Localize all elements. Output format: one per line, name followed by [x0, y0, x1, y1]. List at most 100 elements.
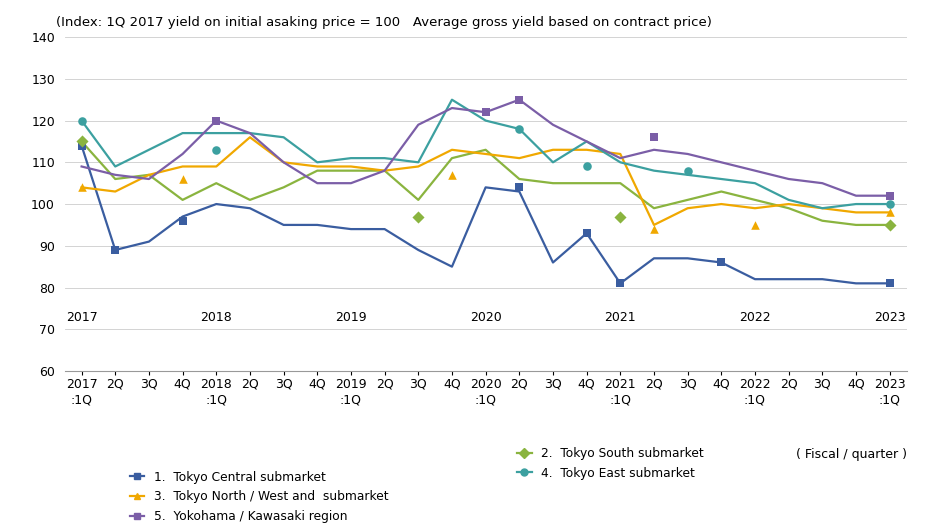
2.  Tokyo South submarket: [211, 180, 222, 187]
2.  Tokyo South submarket: [884, 222, 895, 228]
2.  Tokyo South submarket: [648, 205, 660, 211]
1.  Tokyo Central submarket: [244, 205, 255, 211]
3.  Tokyo North / West and  submarket: [345, 163, 356, 170]
4.  Tokyo East submarket: [143, 147, 154, 153]
3.  Tokyo North / West and  submarket: [749, 205, 760, 211]
Text: 2021: 2021: [605, 311, 636, 324]
1.  Tokyo Central submarket: [76, 143, 87, 149]
1.  Tokyo Central submarket: [413, 247, 424, 253]
Point: [647, 225, 661, 233]
5.  Yokohama / Kawasaki region: [447, 105, 458, 111]
Line: 4.  Tokyo East submarket: 4. Tokyo East submarket: [81, 100, 890, 208]
2.  Tokyo South submarket: [177, 197, 188, 203]
2.  Tokyo South submarket: [244, 197, 255, 203]
3.  Tokyo North / West and  submarket: [615, 151, 626, 157]
5.  Yokohama / Kawasaki region: [648, 147, 660, 153]
5.  Yokohama / Kawasaki region: [884, 192, 895, 199]
5.  Yokohama / Kawasaki region: [480, 109, 491, 116]
1.  Tokyo Central submarket: [817, 276, 828, 282]
2.  Tokyo South submarket: [581, 180, 592, 187]
3.  Tokyo North / West and  submarket: [548, 147, 559, 153]
4.  Tokyo East submarket: [850, 201, 861, 207]
3.  Tokyo North / West and  submarket: [110, 188, 121, 195]
Point: [209, 146, 224, 154]
3.  Tokyo North / West and  submarket: [716, 201, 727, 207]
Point: [714, 258, 729, 267]
Line: 1.  Tokyo Central submarket: 1. Tokyo Central submarket: [81, 146, 890, 284]
3.  Tokyo North / West and  submarket: [312, 163, 323, 170]
1.  Tokyo Central submarket: [648, 255, 660, 261]
5.  Yokohama / Kawasaki region: [548, 121, 559, 128]
Text: 2019: 2019: [335, 311, 366, 324]
Point: [108, 246, 123, 254]
3.  Tokyo North / West and  submarket: [850, 209, 861, 216]
1.  Tokyo Central submarket: [716, 259, 727, 266]
1.  Tokyo Central submarket: [884, 280, 895, 287]
3.  Tokyo North / West and  submarket: [244, 134, 255, 140]
4.  Tokyo East submarket: [379, 155, 390, 161]
Point: [74, 137, 89, 146]
4.  Tokyo East submarket: [783, 197, 795, 203]
1.  Tokyo Central submarket: [615, 280, 626, 287]
5.  Yokohama / Kawasaki region: [581, 138, 592, 145]
4.  Tokyo East submarket: [682, 172, 693, 178]
Legend: 2.  Tokyo South submarket, 4.  Tokyo East submarket: 2. Tokyo South submarket, 4. Tokyo East …: [517, 447, 704, 480]
Line: 2.  Tokyo South submarket: 2. Tokyo South submarket: [81, 142, 890, 225]
5.  Yokohama / Kawasaki region: [850, 192, 861, 199]
2.  Tokyo South submarket: [817, 217, 828, 224]
Point: [882, 279, 897, 288]
2.  Tokyo South submarket: [850, 222, 861, 228]
4.  Tokyo East submarket: [548, 159, 559, 165]
5.  Yokohama / Kawasaki region: [143, 176, 154, 182]
5.  Yokohama / Kawasaki region: [749, 167, 760, 174]
5.  Yokohama / Kawasaki region: [177, 151, 188, 157]
Point: [512, 95, 526, 104]
2.  Tokyo South submarket: [345, 167, 356, 174]
2.  Tokyo South submarket: [716, 188, 727, 195]
3.  Tokyo North / West and  submarket: [682, 205, 693, 211]
Point: [680, 166, 695, 175]
4.  Tokyo East submarket: [278, 134, 290, 140]
5.  Yokohama / Kawasaki region: [379, 167, 390, 174]
3.  Tokyo North / West and  submarket: [278, 159, 290, 165]
2.  Tokyo South submarket: [749, 197, 760, 203]
5.  Yokohama / Kawasaki region: [413, 121, 424, 128]
Text: ( Fiscal / quarter ): ( Fiscal / quarter ): [796, 448, 906, 461]
4.  Tokyo East submarket: [110, 163, 121, 170]
4.  Tokyo East submarket: [648, 167, 660, 174]
3.  Tokyo North / West and  submarket: [480, 151, 491, 157]
1.  Tokyo Central submarket: [345, 226, 356, 232]
Text: 2020: 2020: [470, 311, 501, 324]
Point: [175, 216, 190, 225]
Line: 3.  Tokyo North / West and  submarket: 3. Tokyo North / West and submarket: [81, 137, 890, 225]
4.  Tokyo East submarket: [244, 130, 255, 136]
Point: [175, 175, 190, 183]
Point: [882, 191, 897, 200]
1.  Tokyo Central submarket: [749, 276, 760, 282]
Point: [882, 200, 897, 208]
Line: 5.  Yokohama / Kawasaki region: 5. Yokohama / Kawasaki region: [81, 100, 890, 196]
4.  Tokyo East submarket: [749, 180, 760, 187]
Point: [445, 171, 460, 179]
3.  Tokyo North / West and  submarket: [581, 147, 592, 153]
1.  Tokyo Central submarket: [211, 201, 222, 207]
Point: [74, 142, 89, 150]
5.  Yokohama / Kawasaki region: [615, 155, 626, 161]
4.  Tokyo East submarket: [211, 130, 222, 136]
4.  Tokyo East submarket: [312, 159, 323, 165]
5.  Yokohama / Kawasaki region: [817, 180, 828, 187]
1.  Tokyo Central submarket: [278, 222, 290, 228]
1.  Tokyo Central submarket: [312, 222, 323, 228]
3.  Tokyo North / West and  submarket: [177, 163, 188, 170]
2.  Tokyo South submarket: [312, 167, 323, 174]
Point: [882, 208, 897, 217]
1.  Tokyo Central submarket: [110, 247, 121, 253]
Point: [579, 229, 594, 237]
Point: [579, 162, 594, 171]
1.  Tokyo Central submarket: [480, 184, 491, 191]
4.  Tokyo East submarket: [513, 126, 524, 132]
3.  Tokyo North / West and  submarket: [211, 163, 222, 170]
Point: [512, 183, 526, 192]
5.  Yokohama / Kawasaki region: [312, 180, 323, 187]
5.  Yokohama / Kawasaki region: [76, 163, 87, 170]
